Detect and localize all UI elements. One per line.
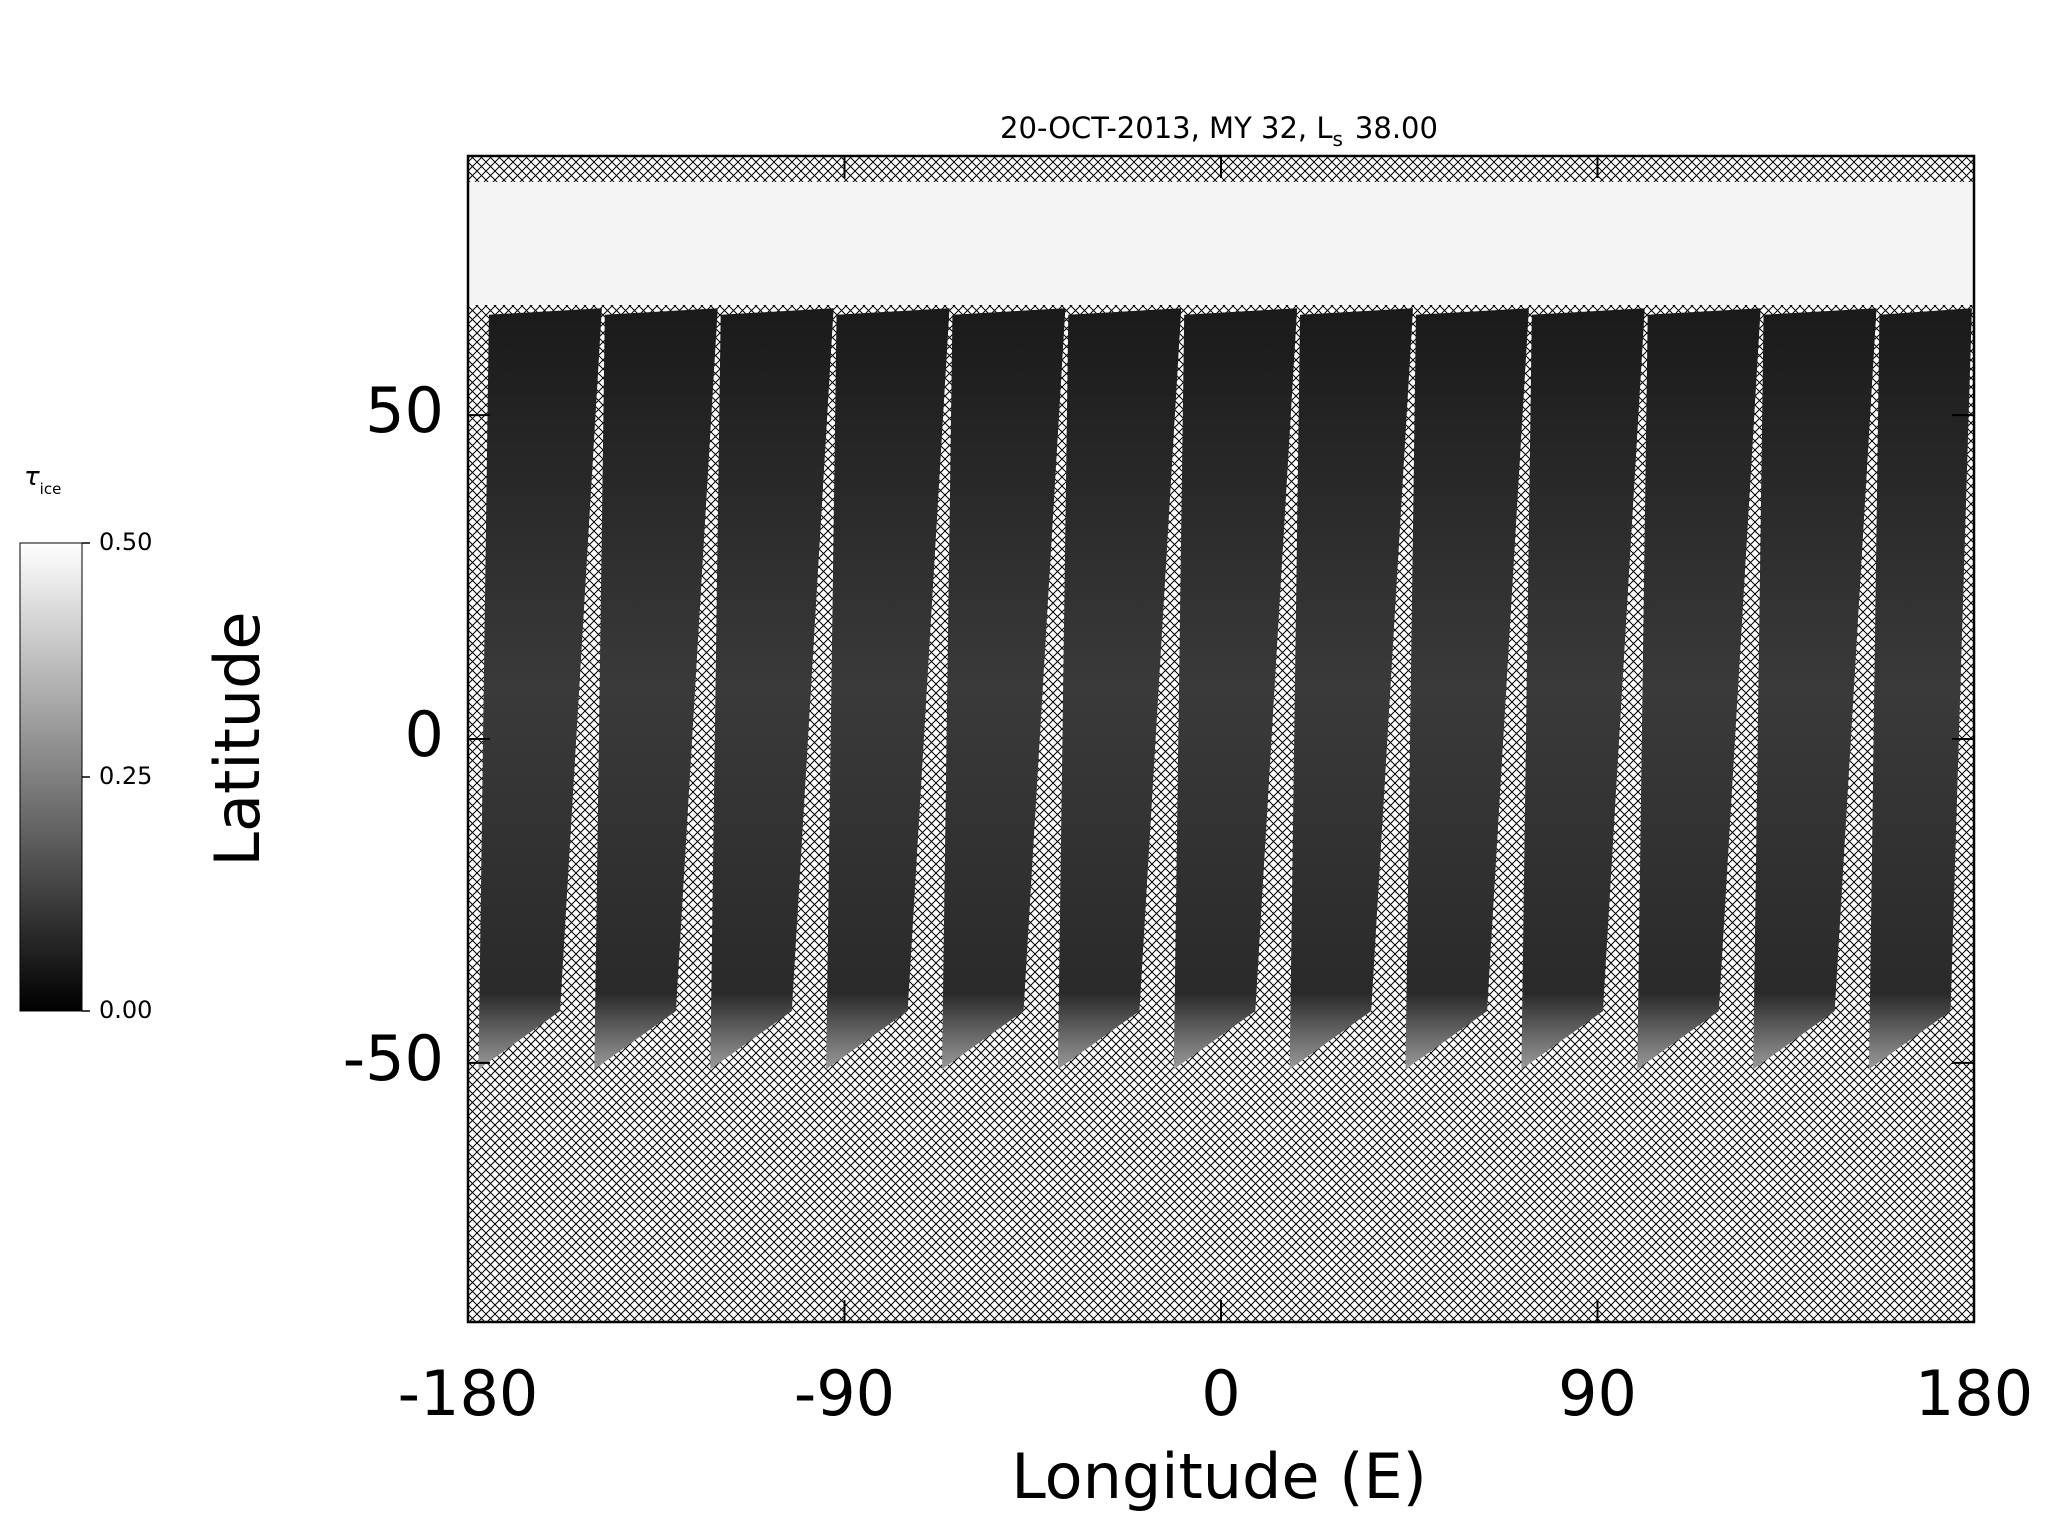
- title: 20-OCT-2013, MY 32, Ls 38.00: [1000, 111, 1438, 151]
- swath: [941, 308, 1066, 1070]
- swath: [826, 308, 950, 1070]
- colorbar-subscript: ice: [40, 480, 62, 498]
- colorbar-tick-label: 0.00: [99, 996, 152, 1024]
- x-tick-label: 180: [1915, 1357, 2033, 1430]
- title-main: 20-OCT-2013, MY 32, L: [1000, 111, 1332, 145]
- swath: [1289, 308, 1414, 1070]
- swath: [1057, 308, 1182, 1070]
- colorbar-symbol: τ: [24, 462, 40, 492]
- x-tick-label: 0: [1201, 1357, 1240, 1430]
- title-suffix: 38.00: [1355, 111, 1438, 145]
- y-tick-label: 0: [405, 698, 444, 771]
- x-tick-label: -90: [794, 1357, 895, 1430]
- y-tick-label: 50: [365, 374, 444, 447]
- swath: [1868, 308, 1972, 1070]
- title-subscript: s: [1333, 127, 1343, 151]
- y-tick-label: -50: [343, 1022, 444, 1095]
- swath: [1753, 308, 1877, 1070]
- colorbar-tick-label: 0.25: [99, 762, 152, 790]
- polar-band: [468, 181, 1974, 305]
- x-tick-label: 90: [1558, 1357, 1637, 1430]
- swath: [594, 308, 718, 1070]
- swath: [1521, 308, 1645, 1070]
- x-axis-label: Longitude (E): [1011, 1440, 1427, 1513]
- x-tick-label: -180: [398, 1357, 539, 1430]
- swath: [710, 308, 834, 1070]
- colorbar: [19, 542, 83, 1012]
- swath: [1405, 308, 1529, 1070]
- swath: [1637, 308, 1761, 1070]
- swath: [1173, 308, 1298, 1070]
- swath: [478, 308, 602, 1070]
- colorbar-label: τice: [24, 462, 61, 498]
- y-axis-label: Latitude: [201, 611, 274, 866]
- colorbar-tick-label: 0.50: [99, 528, 152, 556]
